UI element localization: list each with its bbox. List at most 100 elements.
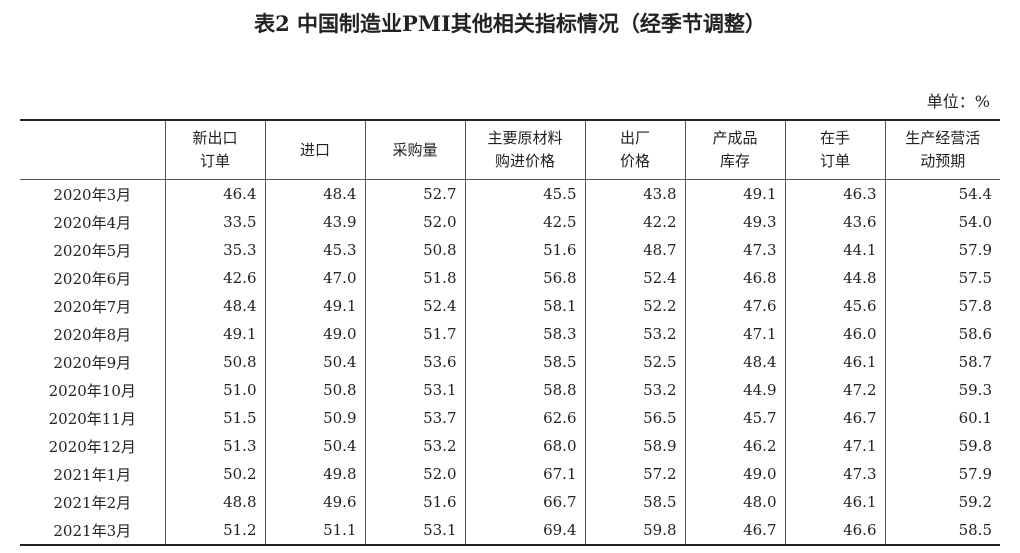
value-cell: 47.3 [684, 236, 785, 264]
value-cell: 46.1 [784, 488, 885, 516]
value-cell: 48.8 [164, 488, 265, 516]
value-cell: 58.5 [884, 516, 1000, 545]
value-cell: 51.8 [364, 264, 465, 292]
value-cell: 56.5 [584, 404, 685, 432]
value-cell: 35.3 [164, 236, 265, 264]
value-cell: 42.5 [464, 208, 585, 236]
header-line: 库存 [719, 152, 750, 170]
month-cell: 2020年10月 [48, 381, 136, 400]
value-cell: 52.7 [364, 179, 465, 208]
value-cell: 62.6 [464, 404, 585, 432]
value-cell: 45.6 [784, 292, 885, 320]
value-cell: 51.5 [164, 404, 265, 432]
value-cell: 43.9 [264, 208, 365, 236]
value-cell: 58.3 [464, 320, 585, 348]
value-cell: 45.5 [464, 179, 585, 208]
value-cell: 59.3 [884, 376, 1000, 404]
value-cell: 50.9 [264, 404, 365, 432]
value-cell: 49.8 [264, 460, 365, 488]
value-cell: 59.8 [884, 432, 1000, 460]
value-cell: 47.3 [784, 460, 885, 488]
row: 2021年1月 50.2 49.8 52.0 67.1 57.2 49.0 47.3 57.9 [20, 460, 1000, 488]
header-line: 出厂 [619, 129, 650, 147]
value-cell: 59.8 [584, 516, 685, 545]
value-cell: 46.8 [684, 264, 785, 292]
value-cell: 53.2 [584, 320, 685, 348]
row: 2020年5月 35.3 45.3 50.8 51.6 48.7 47.3 44.1 57.9 [20, 236, 1000, 264]
value-cell: 58.6 [884, 320, 1000, 348]
row: 2020年12月 51.3 50.4 53.2 68.0 58.9 46.2 47.1 59.8 [20, 432, 1000, 460]
month-cell: 2021年3月 [53, 521, 132, 540]
value-cell: 44.9 [684, 376, 785, 404]
value-cell: 58.7 [884, 348, 1000, 376]
value-cell: 52.5 [584, 348, 685, 376]
month-cell: 2020年11月 [48, 409, 136, 428]
row: 2021年2月 48.8 49.6 51.6 66.7 58.5 48.0 46.1 59.2 [20, 488, 1000, 516]
value-cell: 45.7 [684, 404, 785, 432]
value-cell: 51.1 [264, 516, 365, 545]
row: 2020年9月 50.8 50.4 53.6 58.5 52.5 48.4 46.1 58.7 [20, 348, 1000, 376]
value-cell: 52.2 [584, 292, 685, 320]
table-body: 2020年3月 46.4 48.4 52.7 45.5 43.8 49.1 46.3 54.4 2… [20, 179, 1000, 545]
month-cell: 2020年3月 [53, 185, 132, 204]
value-cell: 46.4 [164, 179, 265, 208]
value-cell: 43.6 [784, 208, 885, 236]
header-cell: 出厂 价格 [584, 120, 685, 180]
value-cell: 68.0 [464, 432, 585, 460]
header-cell: 产成品 库存 [684, 120, 785, 180]
value-cell: 50.4 [264, 348, 365, 376]
value-cell: 49.1 [684, 179, 785, 208]
value-cell: 58.9 [584, 432, 685, 460]
header-line: 新出口 [192, 129, 238, 147]
value-cell: 46.1 [784, 348, 885, 376]
row: 2020年4月 33.5 43.9 52.0 42.5 42.2 49.3 43.6 54.0 [20, 208, 1000, 236]
header-line: 动预期 [920, 152, 966, 170]
header-row: 新出口 订单 进口 采购量 主要原材料 购进价格 出厂 价格 产成品 库存 在手 订单 生产经营活 动预期 [20, 120, 1000, 180]
row: 2020年3月 46.4 48.4 52.7 45.5 43.8 49.1 46.3 54.4 [20, 179, 1000, 208]
value-cell: 47.0 [264, 264, 365, 292]
header-line: 购进价格 [494, 152, 555, 170]
row: 2020年11月 51.5 50.9 53.7 62.6 56.5 45.7 46.7 60.1 [20, 404, 1000, 432]
value-cell: 57.2 [584, 460, 685, 488]
value-cell: 66.7 [464, 488, 585, 516]
header-cell: 新出口 订单 [164, 120, 265, 180]
value-cell: 58.5 [584, 488, 685, 516]
value-cell: 45.3 [264, 236, 365, 264]
header-line: 价格 [619, 152, 650, 170]
value-cell: 44.8 [784, 264, 885, 292]
header-cell: 采购量 [364, 120, 465, 180]
month-cell: 2021年1月 [53, 465, 132, 484]
value-cell: 42.2 [584, 208, 685, 236]
header-line: 主要原材料 [487, 129, 563, 147]
value-cell: 47.1 [684, 320, 785, 348]
value-cell: 59.2 [884, 488, 1000, 516]
value-cell: 53.2 [584, 376, 685, 404]
month-cell: 2020年6月 [53, 269, 132, 288]
value-cell: 51.0 [164, 376, 265, 404]
value-cell: 42.6 [164, 264, 265, 292]
header-cell: 主要原材料 购进价格 [464, 120, 585, 180]
value-cell: 46.2 [684, 432, 785, 460]
header-line: 在手 [819, 129, 850, 147]
value-cell: 49.0 [264, 320, 365, 348]
value-cell: 53.7 [364, 404, 465, 432]
row: 2021年3月 51.2 51.1 53.1 69.4 59.8 46.7 46.6 58.5 [20, 516, 1000, 545]
value-cell: 58.5 [464, 348, 585, 376]
month-cell: 2021年2月 [53, 493, 132, 512]
header-line: 生产经营活 [905, 129, 981, 147]
row: 2020年8月 49.1 49.0 51.7 58.3 53.2 47.1 46.0 58.6 [20, 320, 1000, 348]
value-cell: 50.8 [164, 348, 265, 376]
value-cell: 52.0 [364, 208, 465, 236]
title: 表2 中国制造业PMI其他相关指标情况（经季节调整） [254, 11, 766, 36]
value-cell: 51.2 [164, 516, 265, 545]
value-cell: 47.6 [684, 292, 785, 320]
header-cell: 进口 [264, 120, 365, 180]
value-cell: 46.3 [784, 179, 885, 208]
header-cell: 在手 订单 [784, 120, 885, 180]
value-cell: 48.0 [684, 488, 785, 516]
month-cell: 2020年4月 [53, 213, 132, 232]
value-cell: 44.1 [784, 236, 885, 264]
value-cell: 51.3 [164, 432, 265, 460]
value-cell: 57.9 [884, 460, 1000, 488]
value-cell: 53.1 [364, 516, 465, 545]
